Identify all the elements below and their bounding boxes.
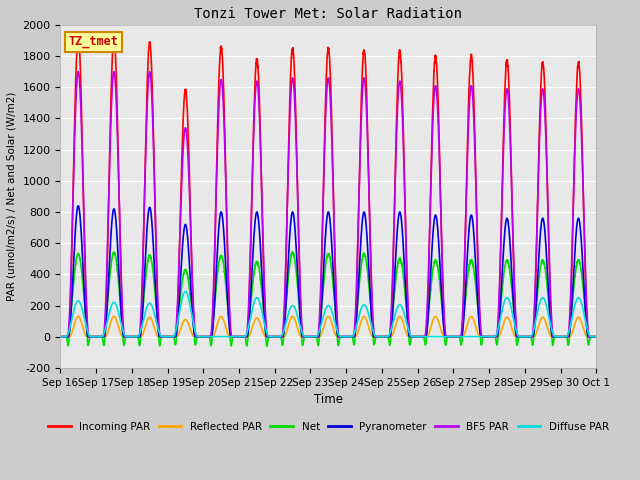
- Title: Tonzi Tower Met: Solar Radiation: Tonzi Tower Met: Solar Radiation: [195, 7, 462, 21]
- Text: TZ_tmet: TZ_tmet: [68, 35, 118, 48]
- X-axis label: Time: Time: [314, 393, 343, 406]
- Y-axis label: PAR (umol/m2/s) / Net and Solar (W/m2): PAR (umol/m2/s) / Net and Solar (W/m2): [7, 92, 17, 301]
- Legend: Incoming PAR, Reflected PAR, Net, Pyranometer, BF5 PAR, Diffuse PAR: Incoming PAR, Reflected PAR, Net, Pyrano…: [44, 418, 613, 436]
